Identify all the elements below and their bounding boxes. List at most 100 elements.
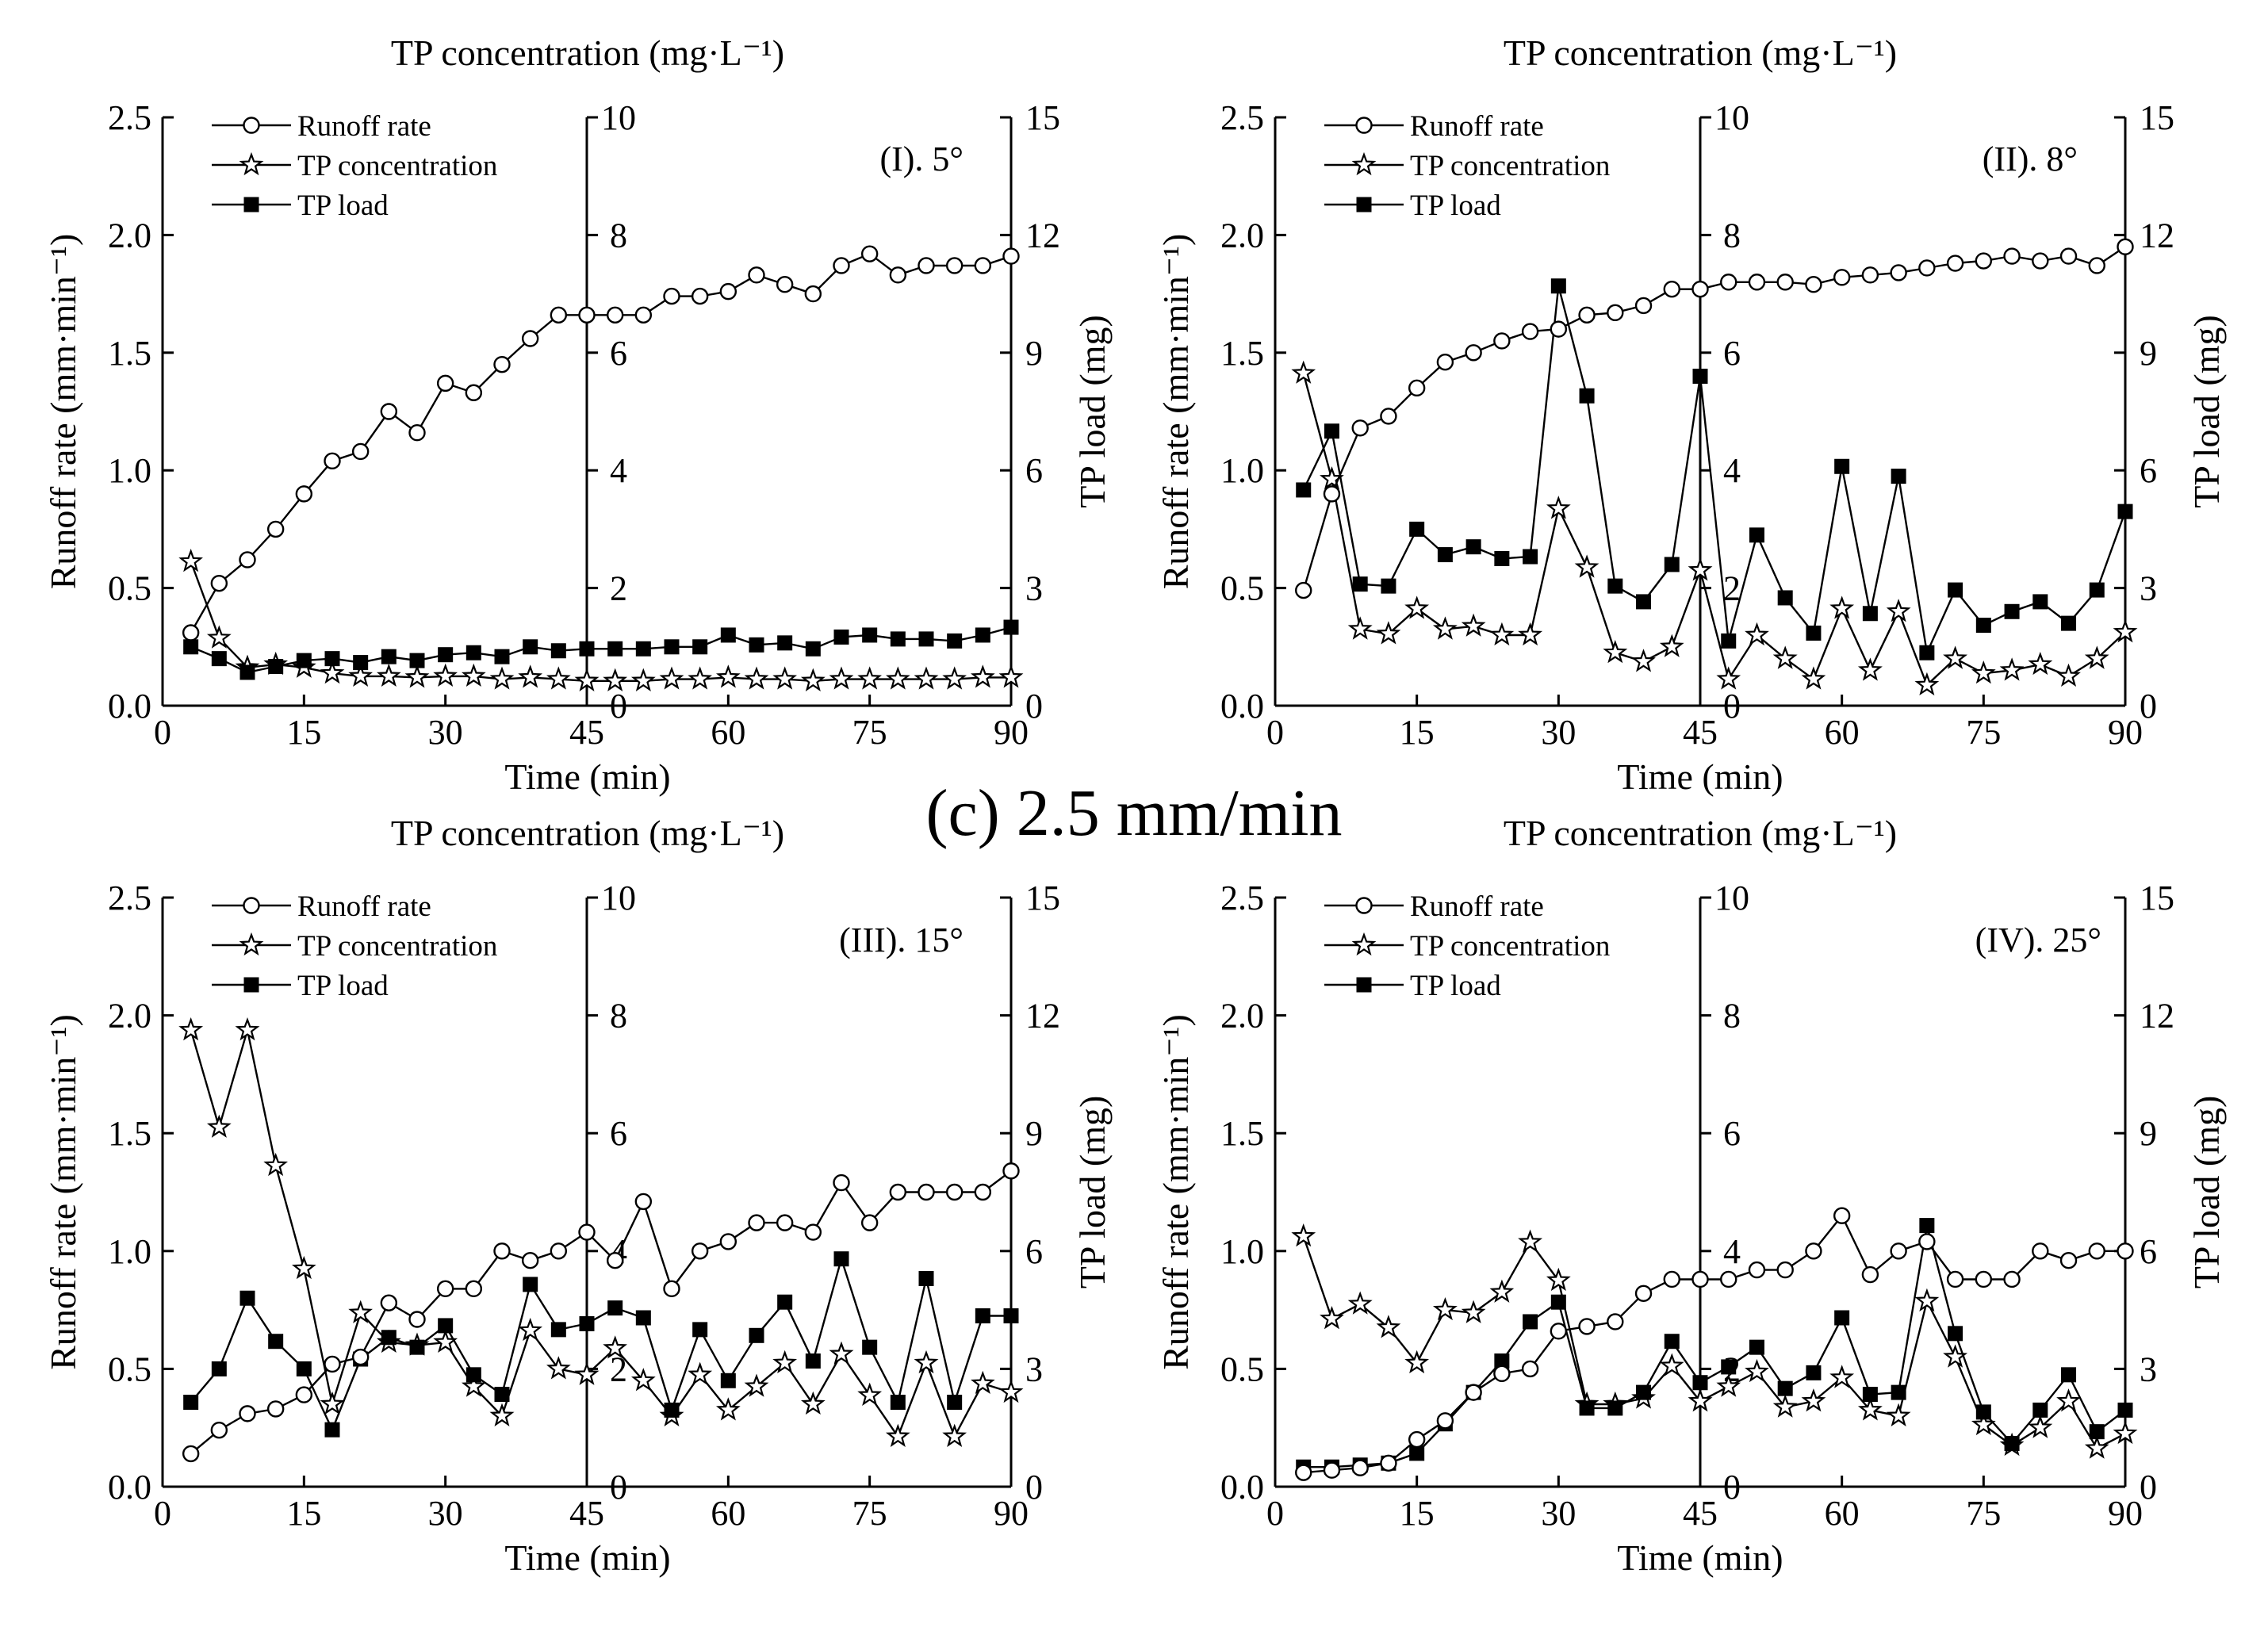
data-point bbox=[2113, 1420, 2138, 1445]
y-tick-label: 1.0 bbox=[1220, 1232, 1264, 1271]
y2-tick-label: 12 bbox=[1025, 997, 1060, 1036]
x-tick-label: 60 bbox=[1825, 713, 1860, 752]
legend-marker bbox=[243, 977, 259, 993]
data-point bbox=[800, 668, 826, 692]
y-tick-label: 1.0 bbox=[108, 1232, 151, 1271]
data-point bbox=[2084, 645, 2109, 669]
series-line bbox=[190, 561, 1011, 683]
x-tick-label: 30 bbox=[428, 1494, 463, 1533]
data-point bbox=[630, 1368, 656, 1392]
series-runoff-rate bbox=[182, 1162, 1020, 1463]
data-point bbox=[351, 442, 370, 461]
data-point bbox=[1862, 606, 1878, 622]
concentration-tick-label: 0 bbox=[610, 1468, 627, 1507]
data-point bbox=[377, 663, 401, 687]
data-point bbox=[381, 1330, 397, 1346]
data-point bbox=[857, 666, 882, 690]
data-point bbox=[1351, 419, 1369, 437]
legend-label: TP concentration bbox=[297, 930, 497, 963]
x-axis-title: Time (min) bbox=[504, 756, 670, 797]
data-point bbox=[1716, 1373, 1741, 1397]
y-tick-label: 0.5 bbox=[108, 569, 151, 608]
data-point bbox=[2056, 663, 2081, 687]
data-point bbox=[692, 1322, 708, 1338]
x-axis-title: Time (min) bbox=[504, 1537, 670, 1578]
data-point bbox=[574, 668, 600, 692]
data-point bbox=[438, 647, 454, 663]
series-runoff-rate bbox=[1295, 1207, 2134, 1481]
concentration-tick-label: 6 bbox=[610, 334, 627, 373]
legend-marker bbox=[243, 117, 260, 134]
data-point bbox=[1919, 645, 1935, 660]
data-point bbox=[409, 1339, 425, 1355]
data-point bbox=[1296, 482, 1312, 498]
y2-axis-title: TP load (mg) bbox=[2186, 1096, 2227, 1289]
data-point bbox=[744, 1373, 769, 1397]
data-point bbox=[1829, 1365, 1855, 1388]
concentration-tick-label: 8 bbox=[1723, 216, 1741, 255]
data-point bbox=[2032, 252, 2049, 270]
data-point bbox=[720, 627, 736, 643]
data-point bbox=[462, 663, 486, 687]
data-point bbox=[918, 631, 934, 647]
data-point bbox=[1943, 645, 1968, 669]
series-tp-concentration bbox=[1291, 360, 2138, 696]
data-point bbox=[1801, 666, 1826, 690]
legend-marker bbox=[1356, 197, 1372, 212]
data-point bbox=[404, 664, 430, 688]
data-point bbox=[550, 1322, 566, 1338]
x-tick-label: 75 bbox=[1966, 1494, 2001, 1533]
data-point bbox=[550, 643, 566, 659]
x-tick-label: 60 bbox=[711, 1494, 745, 1533]
data-point bbox=[1347, 1291, 1373, 1315]
data-point bbox=[749, 1327, 764, 1343]
data-point bbox=[804, 285, 822, 303]
data-point bbox=[1946, 255, 1964, 272]
panel-label: (II). 8° bbox=[1983, 140, 2078, 178]
data-point bbox=[918, 1183, 935, 1201]
data-point bbox=[546, 1356, 571, 1380]
concentration-axis-title: TP concentration (mg·L⁻¹) bbox=[1504, 813, 1897, 853]
data-point bbox=[1295, 581, 1312, 599]
data-point bbox=[1748, 1261, 1766, 1279]
data-point bbox=[971, 664, 995, 688]
data-point bbox=[918, 1270, 934, 1286]
data-point bbox=[833, 629, 849, 645]
data-point bbox=[805, 641, 821, 657]
data-point bbox=[1975, 252, 1993, 270]
series-tp-concentration bbox=[178, 549, 1024, 692]
y2-tick-label: 3 bbox=[1025, 1350, 1043, 1388]
data-point bbox=[635, 641, 651, 657]
data-point bbox=[2088, 257, 2105, 274]
data-point bbox=[2061, 1367, 2077, 1383]
data-point bbox=[579, 641, 595, 657]
data-point bbox=[2084, 1435, 2109, 1459]
data-point bbox=[1324, 423, 1339, 439]
concentration-axis-title: TP concentration (mg·L⁻¹) bbox=[1504, 33, 1897, 73]
data-point bbox=[1607, 578, 1623, 594]
chart-panel: 0 15 30 45 60 75 90 0.0 0.5 1.0 1.5 2.0 2.5 0 3 6 9 12 15 0… bbox=[43, 813, 1113, 1578]
data-point bbox=[692, 639, 708, 655]
data-point bbox=[578, 1223, 596, 1241]
data-point bbox=[521, 330, 539, 347]
data-point bbox=[324, 1355, 341, 1373]
panel-label: (I). 5° bbox=[879, 140, 964, 178]
data-point bbox=[210, 1421, 228, 1439]
y-tick-label: 0.5 bbox=[1220, 569, 1264, 608]
data-point bbox=[268, 659, 284, 675]
data-point bbox=[381, 649, 397, 664]
x-tick-label: 60 bbox=[711, 713, 745, 752]
data-point bbox=[494, 649, 510, 664]
data-point bbox=[1663, 280, 1680, 298]
data-point bbox=[178, 1017, 204, 1041]
data-point bbox=[862, 627, 878, 643]
data-point bbox=[1518, 1229, 1543, 1253]
data-point bbox=[1749, 1339, 1764, 1355]
data-point bbox=[889, 1183, 907, 1201]
x-tick-label: 15 bbox=[286, 713, 321, 752]
concentration-tick-label: 8 bbox=[610, 997, 627, 1036]
data-point bbox=[606, 306, 624, 324]
data-point bbox=[914, 1350, 939, 1374]
data-point bbox=[1607, 1313, 1624, 1330]
data-point bbox=[1806, 1365, 1822, 1380]
